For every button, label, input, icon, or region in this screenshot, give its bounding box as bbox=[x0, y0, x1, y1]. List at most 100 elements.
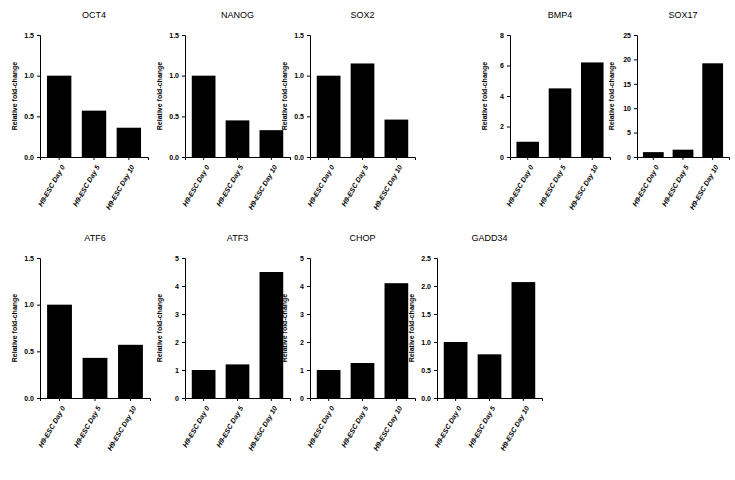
bar bbox=[192, 370, 216, 398]
y-tick-mark bbox=[37, 157, 40, 158]
x-tick-label: H9-ESC Day 5 bbox=[340, 405, 370, 449]
x-tick-label: H9-ESC Day 5 bbox=[340, 164, 370, 208]
y-tick: 4 bbox=[300, 283, 310, 290]
y-tick: 0.5 bbox=[294, 113, 310, 120]
panel-title: ATF3 bbox=[227, 233, 248, 243]
x-tick-label: H9-ESC Day 0 bbox=[433, 405, 463, 449]
y-axis-line bbox=[307, 36, 311, 158]
y-tick: 8 bbox=[500, 32, 510, 39]
y-tick-label: 1.5 bbox=[169, 32, 179, 39]
y-tick-mark bbox=[434, 286, 437, 287]
x-tick-label: H9-ESC Day 10 bbox=[688, 164, 720, 212]
y-tick: 2 bbox=[175, 339, 185, 346]
x-tick-label: H9-ESC Day 5 bbox=[661, 164, 691, 208]
y-tick-mark bbox=[182, 258, 185, 259]
y-tick: 2 bbox=[300, 339, 310, 346]
y-tick-mark bbox=[507, 157, 510, 158]
y-tick-label: 1.5 bbox=[294, 32, 304, 39]
y-tick: 0.5 bbox=[421, 367, 437, 374]
y-tick-mark bbox=[307, 35, 310, 36]
x-tick-mark bbox=[396, 157, 397, 160]
x-axis: H9-ESC Day 0H9-ESC Day 5H9-ESC Day 10 bbox=[181, 157, 290, 211]
y-tick-label: 0.5 bbox=[169, 113, 179, 120]
y-tick-mark bbox=[182, 35, 185, 36]
bar bbox=[385, 283, 409, 398]
x-axis-line bbox=[511, 158, 611, 161]
y-axis-title: Relative fold-change bbox=[281, 62, 289, 131]
y-axis-title: Relative fold-change bbox=[11, 294, 19, 363]
x-tick-mark bbox=[396, 398, 397, 401]
y-tick-label: 0 bbox=[627, 154, 631, 161]
x-tick-label: H9-ESC Day 0 bbox=[306, 405, 336, 449]
y-tick-mark bbox=[182, 342, 185, 343]
bars bbox=[317, 63, 408, 157]
y-tick-label: 10 bbox=[623, 105, 631, 112]
x-tick: H9-ESC Day 5 bbox=[661, 157, 691, 208]
x-tick: H9-ESC Day 0 bbox=[181, 157, 211, 208]
x-tick-label: H9-ESC Day 10 bbox=[499, 405, 531, 453]
y-tick-label: 2 bbox=[300, 339, 304, 346]
bar bbox=[83, 358, 108, 398]
x-tick: H9-ESC Day 5 bbox=[215, 157, 245, 208]
y-tick-mark bbox=[634, 84, 637, 85]
x-tick-mark bbox=[328, 398, 329, 401]
y-tick-label: 1 bbox=[175, 367, 179, 374]
x-tick-mark bbox=[59, 157, 60, 160]
y-tick-label: 0 bbox=[300, 395, 304, 402]
bar bbox=[702, 63, 723, 157]
x-axis-line bbox=[186, 399, 291, 402]
y-tick-mark bbox=[634, 157, 637, 158]
y-tick-mark bbox=[434, 314, 437, 315]
y-axis: 0.00.51.01.52.02.5 bbox=[421, 255, 437, 402]
bar bbox=[351, 363, 375, 398]
x-tick-mark bbox=[203, 157, 204, 160]
x-tick-label: H9-ESC Day 0 bbox=[505, 164, 535, 208]
x-axis: H9-ESC Day 0H9-ESC Day 5H9-ESC Day 10 bbox=[433, 398, 542, 452]
y-tick: 20 bbox=[623, 56, 637, 63]
y-tick: 1.5 bbox=[24, 32, 40, 39]
y-tick: 3 bbox=[175, 311, 185, 318]
x-tick: H9-ESC Day 5 bbox=[467, 398, 497, 449]
x-tick: H9-ESC Day 0 bbox=[433, 398, 463, 449]
bars bbox=[516, 62, 603, 157]
y-tick-label: 4 bbox=[300, 283, 304, 290]
y-tick: 1.0 bbox=[169, 72, 185, 79]
panel-title: GADD34 bbox=[471, 233, 507, 243]
x-tick: H9-ESC Day 0 bbox=[306, 398, 336, 449]
y-tick-mark bbox=[634, 133, 637, 134]
x-tick-mark bbox=[203, 398, 204, 401]
y-axis-line bbox=[37, 259, 41, 399]
y-tick-mark bbox=[634, 35, 637, 36]
x-tick-mark bbox=[95, 398, 96, 401]
y-tick: 0.5 bbox=[24, 348, 40, 355]
y-tick: 1.0 bbox=[421, 339, 437, 346]
bar bbox=[192, 76, 216, 157]
bar bbox=[260, 272, 284, 398]
y-tick-label: 1.5 bbox=[24, 255, 34, 262]
y-tick-mark bbox=[37, 35, 40, 36]
y-tick-mark bbox=[37, 351, 40, 352]
y-tick-label: 5 bbox=[627, 129, 631, 136]
y-tick: 2.5 bbox=[421, 255, 437, 262]
y-tick: 6 bbox=[500, 62, 510, 69]
x-tick: H9-ESC Day 10 bbox=[499, 398, 531, 452]
y-tick-label: 5 bbox=[175, 255, 179, 262]
x-tick: H9-ESC Day 0 bbox=[505, 157, 535, 208]
y-tick-label: 0.5 bbox=[294, 113, 304, 120]
x-tick-label: H9-ESC Day 10 bbox=[247, 164, 279, 212]
y-tick-mark bbox=[307, 342, 310, 343]
y-axis-title: Relative fold-change bbox=[156, 294, 164, 363]
x-axis: H9-ESC Day 0H9-ESC Day 5H9-ESC Day 10 bbox=[181, 398, 290, 452]
y-tick: 1.0 bbox=[24, 301, 40, 308]
y-tick-mark bbox=[307, 258, 310, 259]
y-tick: 0 bbox=[300, 395, 310, 402]
y-tick-label: 0.5 bbox=[24, 348, 34, 355]
bar bbox=[118, 345, 143, 398]
y-tick-mark bbox=[307, 76, 310, 77]
x-tick-label: H9-ESC Day 0 bbox=[631, 164, 661, 208]
y-tick: 1 bbox=[300, 367, 310, 374]
x-tick-label: H9-ESC Day 10 bbox=[106, 405, 138, 453]
bar bbox=[444, 342, 468, 398]
y-tick-label: 20 bbox=[623, 56, 631, 63]
y-tick: 1.5 bbox=[169, 32, 185, 39]
